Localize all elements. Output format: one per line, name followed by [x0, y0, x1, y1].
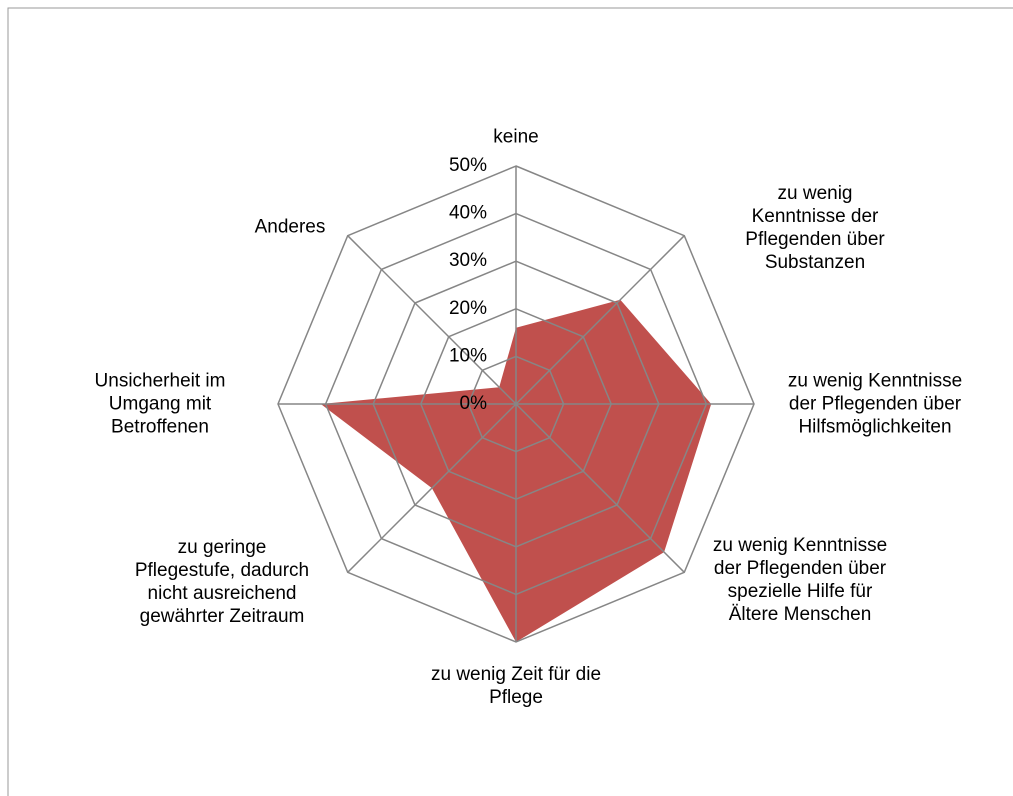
spoke — [515, 403, 685, 573]
category-label: zu wenig Kenntnisse der Pflegenden über … — [712, 535, 888, 625]
spoke — [347, 235, 517, 405]
category-label: zu wenig Zeit für die Pflege — [430, 664, 602, 708]
category-label: zu geringe Pflegestufe, dadurch nicht au… — [134, 537, 310, 627]
category-label: Unsicherheit im Umgang mit Betroffenen — [94, 370, 226, 438]
spoke — [515, 235, 685, 405]
y-tick-label: 0% — [460, 393, 488, 414]
y-tick-label: 30% — [449, 250, 487, 271]
y-tick-label: 20% — [449, 298, 487, 319]
category-label: zu wenig Kenntnisse der Pflegenden über … — [745, 183, 885, 273]
category-label: Anderes — [254, 216, 326, 238]
spoke — [347, 403, 517, 573]
category-label: keine — [493, 126, 539, 148]
y-tick-label: 40% — [449, 203, 487, 224]
y-tick-label: 10% — [449, 345, 487, 366]
y-tick-label: 50% — [449, 155, 487, 176]
chart-frame — [7, 7, 1013, 796]
category-label: zu wenig Kenntnisse der Pflegenden über … — [787, 370, 963, 438]
